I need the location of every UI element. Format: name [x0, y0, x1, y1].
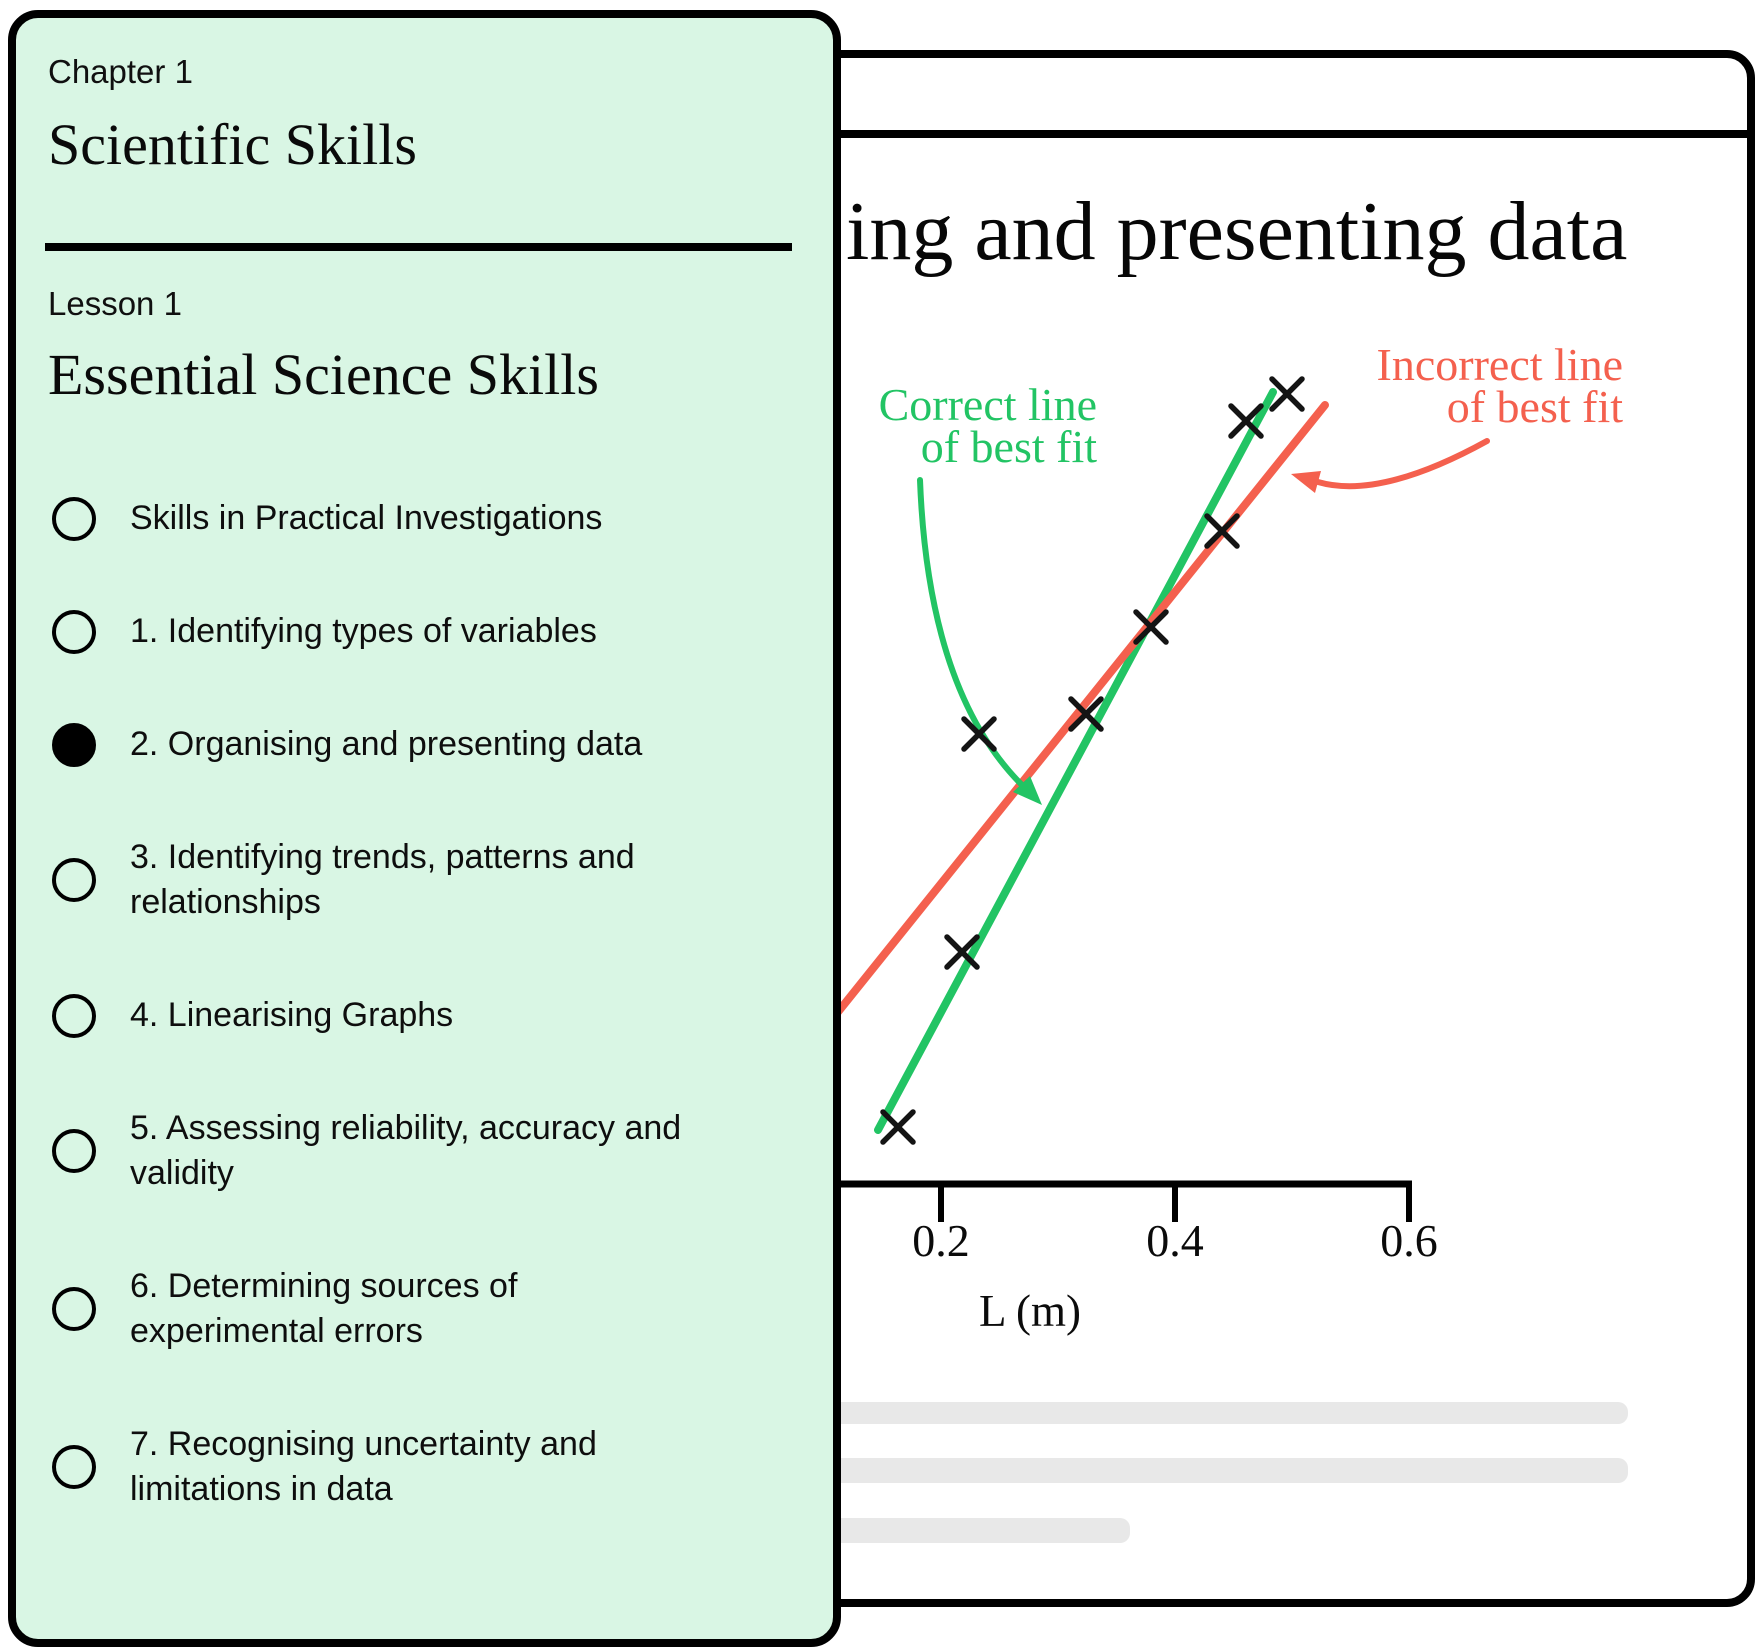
placeholder-text-bar [820, 1458, 1628, 1483]
sidebar-item-label: 7. Recognising uncertainty and limitatio… [130, 1425, 597, 1508]
radio-icon[interactable] [52, 496, 96, 541]
sidebar-item-0[interactable]: Skills in Practical Investigations [32, 496, 817, 541]
sidebar-item-label: Skills in Practical Investigations [130, 499, 603, 537]
sidebar-item-label: 5. Assessing reliability, accuracy and v… [130, 1109, 682, 1192]
lesson-title: Essential Science Skills [48, 342, 599, 407]
radio-icon[interactable] [52, 609, 96, 654]
card-header-bar [796, 58, 1747, 138]
content-card: ing and presenting data [788, 50, 1755, 1607]
page-title: ing and presenting data [846, 185, 1628, 278]
placeholder-text-bar [820, 1402, 1628, 1424]
radio-icon[interactable] [52, 993, 96, 1038]
radio-icon[interactable] [52, 1445, 96, 1489]
radio-icon[interactable] [52, 858, 96, 902]
radio-selected-icon[interactable] [52, 722, 96, 767]
lesson-label: Lesson 1 [48, 285, 182, 322]
chapter-title: Scientific Skills [48, 112, 417, 177]
lesson-nav: Skills in Practical Investigations 1. Ide… [32, 496, 817, 1512]
sidebar-item-3[interactable]: 3. Identifying trends, patterns and rela… [32, 835, 817, 925]
sidebar-divider [45, 243, 792, 251]
sidebar-item-label: 6. Determining sources of experimental e… [130, 1267, 518, 1350]
sidebar-item-label: 3. Identifying trends, patterns and rela… [130, 838, 635, 921]
sidebar-item-label: 4. Linearising Graphs [130, 996, 454, 1034]
placeholder-text-bar [820, 1518, 1130, 1543]
radio-icon[interactable] [52, 1287, 96, 1331]
sidebar-item-2[interactable]: 2. Organising and presenting data [32, 722, 817, 767]
sidebar-item-7[interactable]: 7. Recognising uncertainty and limitatio… [32, 1422, 817, 1512]
sidebar-item-label: 1. Identifying types of variables [130, 612, 597, 650]
chapter-label: Chapter 1 [48, 53, 193, 90]
sidebar-item-4[interactable]: 4. Linearising Graphs [32, 993, 817, 1038]
sidebar-item-5[interactable]: 5. Assessing reliability, accuracy and v… [32, 1106, 817, 1196]
radio-icon[interactable] [52, 1129, 96, 1173]
sidebar-item-6[interactable]: 6. Determining sources of experimental e… [32, 1264, 817, 1354]
sidebar-item-label: 2. Organising and presenting data [130, 725, 643, 763]
sidebar-item-1[interactable]: 1. Identifying types of variables [32, 609, 817, 654]
lesson-sidebar: Chapter 1 Scientific Skills Lesson 1 Ess… [8, 10, 841, 1647]
